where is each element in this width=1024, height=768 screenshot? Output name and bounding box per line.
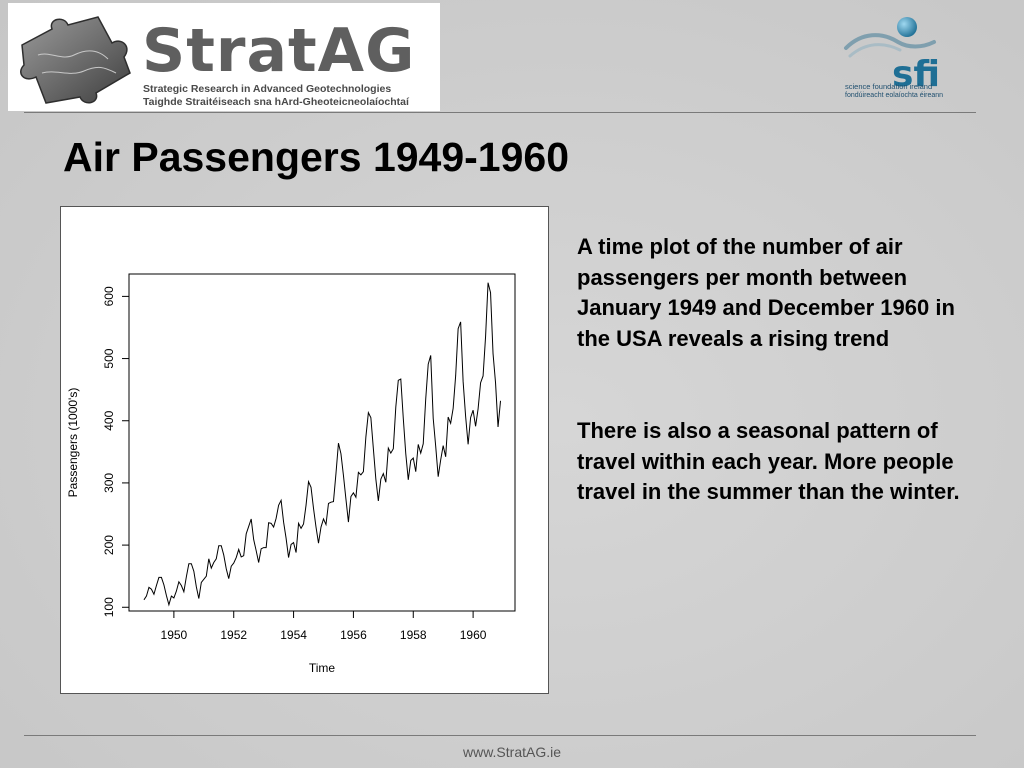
footer-divider bbox=[24, 735, 976, 736]
x-tick-label: 1954 bbox=[280, 628, 307, 642]
y-tick-label: 100 bbox=[102, 597, 116, 617]
header-divider bbox=[24, 112, 976, 113]
y-tick-label: 600 bbox=[102, 286, 116, 306]
stratag-logo: StratAG Strategic Research in Advanced G… bbox=[8, 3, 440, 111]
y-tick-label: 200 bbox=[102, 535, 116, 555]
air-passengers-plot: 1950 1952 1954 1956 1958 1960 100 200 300 400 500 6… bbox=[60, 206, 549, 694]
x-axis-label: Time bbox=[309, 661, 336, 675]
stratag-subtitle-en: Strategic Research in Advanced Geotechno… bbox=[143, 83, 392, 95]
sfi-wordmark: sfi bbox=[892, 54, 941, 95]
x-tick-label: 1958 bbox=[400, 628, 427, 642]
description-trend: A time plot of the number of air passeng… bbox=[577, 234, 955, 351]
y-tick-label: 300 bbox=[102, 473, 116, 493]
x-tick-label: 1956 bbox=[340, 628, 367, 642]
puzzle-piece-icon bbox=[20, 16, 131, 104]
sfi-swoosh-icon bbox=[844, 17, 936, 58]
sfi-name-ga: fondúireacht eolaíochta éireann bbox=[845, 92, 944, 99]
series-line-passengers bbox=[143, 282, 502, 607]
stratag-wordmark: StratAG bbox=[142, 16, 416, 86]
sfi-logo: sfi science foundation ireland fondúirea… bbox=[842, 14, 962, 99]
footer-url: www.StratAG.ie bbox=[462, 744, 562, 760]
sfi-name-en: science foundation ireland bbox=[845, 82, 933, 91]
slide-title: Air Passengers 1949-1960 bbox=[63, 134, 570, 180]
y-tick-label: 400 bbox=[102, 410, 116, 430]
x-tick-label: 1952 bbox=[220, 628, 247, 642]
stratag-subtitle-ga: Taighde Straitéiseach sna hArd-Gheoteicn… bbox=[143, 96, 409, 108]
y-axis-label: Passengers (1000's) bbox=[66, 388, 80, 498]
plot-box bbox=[128, 273, 516, 612]
y-tick-label: 500 bbox=[102, 348, 116, 368]
line-chart: 1950 1952 1954 1956 1958 1960 100 200 300 400 500 6… bbox=[66, 273, 516, 675]
x-tick-label: 1960 bbox=[460, 628, 487, 642]
x-tick-label: 1950 bbox=[161, 628, 188, 642]
description-seasonal: There is also a seasonal pattern of trav… bbox=[577, 418, 960, 504]
